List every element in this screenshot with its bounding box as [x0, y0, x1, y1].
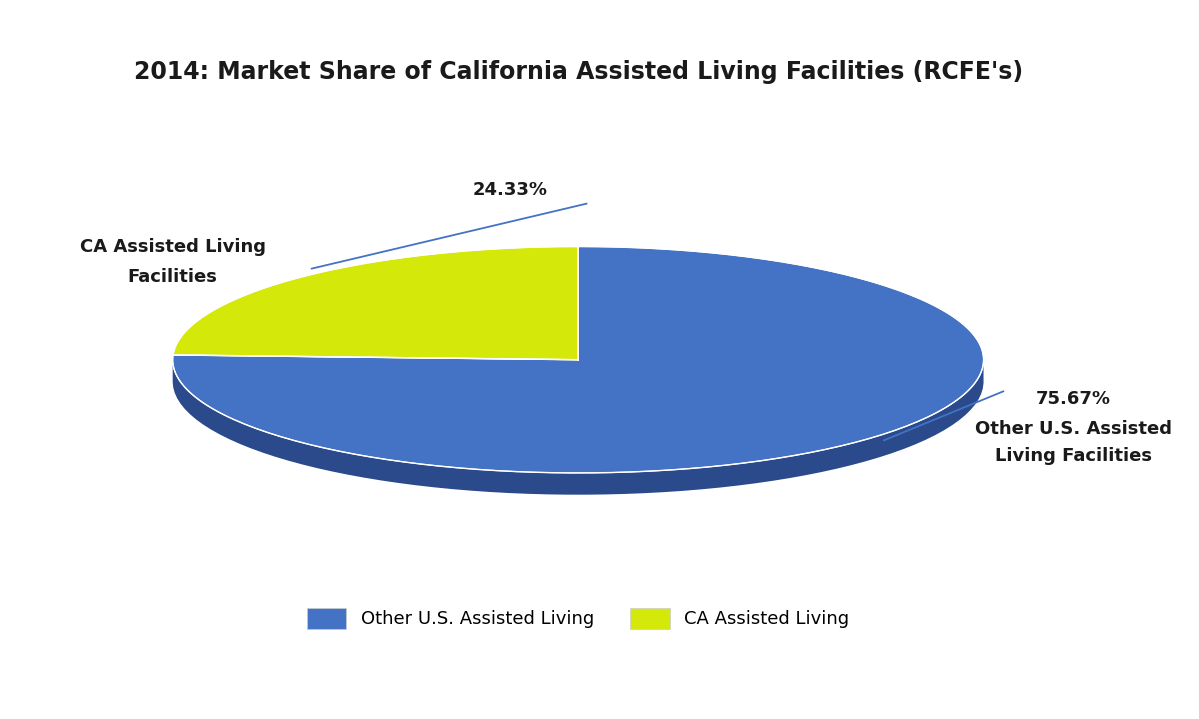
Text: 24.33%: 24.33% [474, 181, 548, 199]
Legend: Other U.S. Assisted Living, CA Assisted Living: Other U.S. Assisted Living, CA Assisted … [289, 590, 868, 647]
Text: Living Facilities: Living Facilities [995, 446, 1152, 464]
Text: Other U.S. Assisted: Other U.S. Assisted [975, 421, 1173, 439]
Text: 75.67%: 75.67% [1036, 390, 1111, 408]
Polygon shape [173, 247, 983, 473]
Polygon shape [173, 360, 983, 495]
Text: CA Assisted Living: CA Assisted Living [79, 237, 266, 255]
Title: 2014: Market Share of California Assisted Living Facilities (RCFE's): 2014: Market Share of California Assiste… [133, 60, 1023, 84]
Polygon shape [173, 247, 578, 360]
Text: Facilities: Facilities [128, 268, 217, 286]
